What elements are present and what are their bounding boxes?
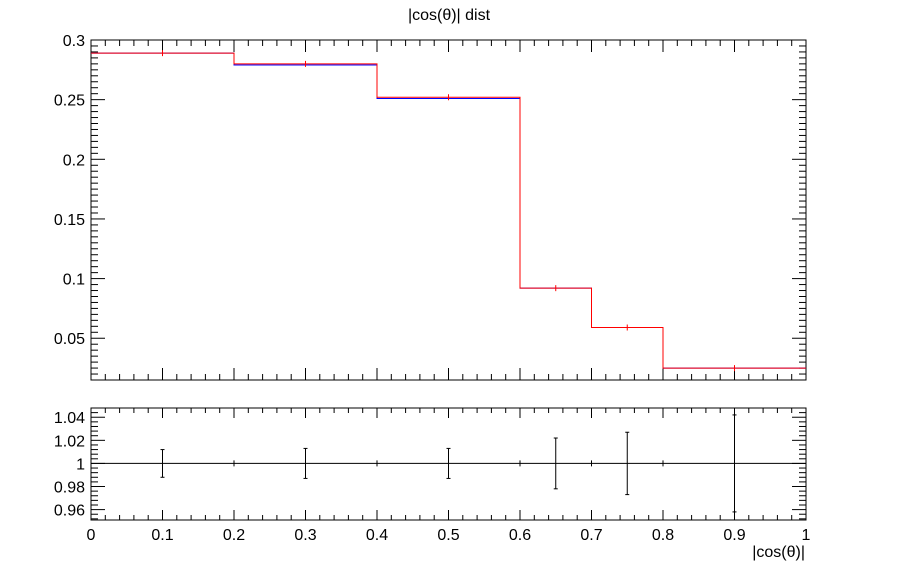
top-y-tick-label: 0.2 — [63, 152, 85, 169]
x-tick-label: 0 — [87, 527, 96, 544]
x-tick-label: 0.4 — [366, 527, 388, 544]
x-tick-label: 0.2 — [223, 527, 245, 544]
top-y-tick-label: 0.3 — [63, 33, 85, 50]
x-axis-label: |cos(θ)| — [752, 544, 805, 561]
bottom-y-tick-label: 0.98 — [54, 480, 85, 497]
x-tick-label: 1 — [802, 527, 811, 544]
x-tick-label: 0.8 — [652, 527, 674, 544]
bottom-y-tick-label: 1.02 — [54, 433, 85, 450]
histogram-series-1 — [91, 52, 806, 369]
top-plot-frame — [90, 39, 807, 381]
x-tick-label: 0.3 — [294, 527, 316, 544]
chart-title: |cos(θ)| dist — [408, 7, 491, 24]
top-y-tick-label: 0.1 — [63, 272, 85, 289]
x-tick-label: 0.6 — [509, 527, 531, 544]
ratio-panel: 0 0.1 0.2 0.3 0.4 0.5 0.6 0.7 0.8 0.9 1 0.96 0.98 1 1.… — [54, 407, 811, 544]
distribution-panel: 0.05 0.1 0.15 0.2 0.25 0.3 — [54, 33, 807, 381]
bottom-y-tick-label: 1 — [76, 456, 85, 473]
histogram-series-2 — [91, 52, 806, 369]
bottom-y-tick-label: 0.96 — [54, 503, 85, 520]
x-tick-label: 0.1 — [151, 527, 173, 544]
top-y-tick-label: 0.15 — [54, 212, 85, 229]
x-tick-label: 0.9 — [723, 527, 745, 544]
bottom-y-tick-label: 1.04 — [54, 410, 85, 427]
x-tick-label: 0.7 — [580, 527, 602, 544]
top-y-tick-label: 0.25 — [54, 93, 85, 110]
top-y-tick-label: 0.05 — [54, 331, 85, 348]
x-tick-label: 0.5 — [437, 527, 459, 544]
